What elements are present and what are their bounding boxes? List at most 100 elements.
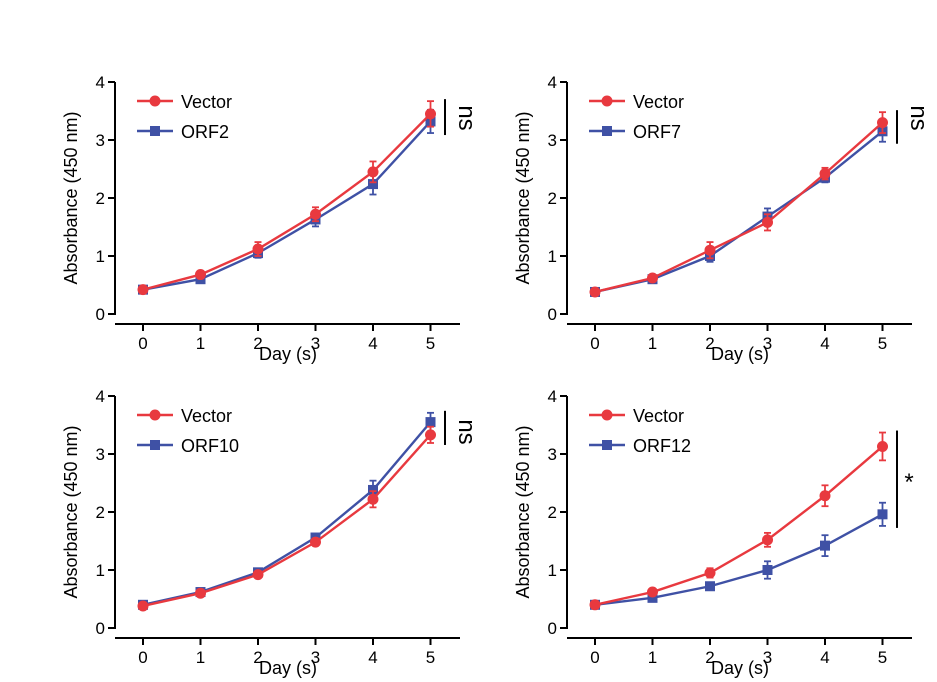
y-tick-label: 2 [548,189,557,208]
data-point-vector [704,244,716,256]
y-axis-title: Absorbance (450 nm) [513,111,533,284]
y-axis-title: Absorbance (450 nm) [61,111,81,284]
panel-orf2: Absorbance (450 nm) Day (s) Vector ORF2 … [61,73,480,364]
data-point-vector [819,168,831,180]
y-tick-label: 3 [96,131,105,150]
x-tick-label: 2 [253,334,262,353]
y-tick-label: 1 [96,247,105,266]
legend-marker-orf [150,440,160,450]
series-line-vector [142,113,432,291]
panel-orf10: Absorbance (450 nm) Day (s) Vector ORF10… [61,387,480,678]
legend-label-vector: Vector [181,406,232,426]
data-point-vector [425,429,436,441]
x-tick-label: 0 [138,334,147,353]
y-tick-label: 0 [96,305,105,324]
data-point-vector [819,490,831,502]
data-point-vector [647,272,658,284]
legend-marker-orf [602,126,612,136]
legend-label-orf: ORF10 [181,436,239,456]
data-point-vector [877,117,888,129]
data-point-orf [647,592,658,603]
data-point-vector [195,269,206,281]
legend-marker-orf [602,440,612,450]
data-point-orf [368,179,378,190]
x-tick-label: 4 [820,648,829,667]
y-axis-title: Absorbance (450 nm) [513,425,533,598]
y-tick-label: 4 [548,387,557,406]
data-point-vector [762,534,773,546]
series-line-orf [594,513,884,606]
x-tick-label: 0 [138,648,147,667]
legend-marker-orf [150,126,160,136]
y-tick-label: 2 [548,503,557,522]
series-line-orf [142,120,432,291]
legend-label-orf: ORF7 [633,122,681,142]
data-point-vector [367,166,379,178]
x-tick-label: 2 [253,648,262,667]
y-tick-label: 0 [96,619,105,638]
significance-label: * [904,469,913,496]
x-tick-label: 5 [426,334,435,353]
y-tick-label: 4 [548,73,557,92]
legend-label-vector: Vector [181,92,232,112]
x-tick-label: 5 [426,648,435,667]
data-point-vector [647,586,658,598]
x-tick-label: 5 [878,334,887,353]
panel-orf7: Absorbance (450 nm) Day (s) Vector ORF7 … [513,73,932,364]
legend-marker-vector [149,95,161,107]
x-tick-label: 3 [763,648,772,667]
legend-marker-vector [601,409,613,421]
series-line-vector [594,121,884,294]
significance-label: ns [905,105,932,130]
series-line-vector [594,445,884,606]
data-point-vector [252,243,264,255]
x-tick-label: 1 [196,334,205,353]
legend-label-orf: ORF12 [633,436,691,456]
data-point-orf [425,417,436,428]
data-point-orf [820,540,830,551]
x-tick-label: 2 [705,648,714,667]
y-tick-label: 3 [548,131,557,150]
legend-label-vector: Vector [633,406,684,426]
data-point-vector [137,600,149,612]
y-tick-label: 1 [96,561,105,580]
data-point-vector [704,567,716,579]
x-tick-label: 4 [368,648,377,667]
series-line-vector [142,434,432,608]
y-tick-label: 1 [548,561,557,580]
x-tick-label: 1 [648,334,657,353]
x-tick-label: 0 [590,334,599,353]
x-tick-label: 2 [705,334,714,353]
y-tick-label: 3 [96,445,105,464]
significance-label: ns [453,105,480,130]
data-point-vector [310,208,321,220]
x-axis-title: Day (s) [259,658,317,678]
data-point-vector [425,108,436,120]
data-point-vector [195,587,206,599]
data-point-vector [762,216,773,228]
data-point-orf [705,581,715,592]
data-point-vector [589,286,601,298]
significance-label: ns [453,419,480,444]
panel-orf12: Absorbance (450 nm) Day (s) Vector ORF12… [513,387,914,678]
legend-label-orf: ORF2 [181,122,229,142]
data-point-vector [252,569,264,581]
x-tick-label: 5 [878,648,887,667]
y-tick-label: 3 [548,445,557,464]
x-tick-label: 4 [820,334,829,353]
data-point-vector [367,493,379,505]
x-tick-label: 0 [590,648,599,667]
data-point-vector [589,599,601,611]
data-point-orf [877,509,888,520]
x-axis-title: Day (s) [711,344,769,364]
data-point-vector [877,440,888,452]
y-tick-label: 0 [548,305,557,324]
y-axis-title: Absorbance (450 nm) [61,425,81,598]
x-tick-label: 4 [368,334,377,353]
y-tick-label: 0 [548,619,557,638]
x-axis-title: Day (s) [259,344,317,364]
data-point-vector [310,536,321,548]
y-tick-label: 4 [96,387,105,406]
data-point-orf [762,565,773,575]
